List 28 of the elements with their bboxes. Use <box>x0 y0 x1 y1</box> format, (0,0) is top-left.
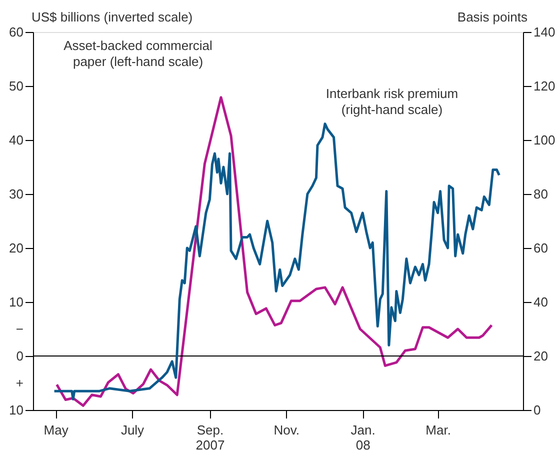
y-tick-label: 60 <box>9 24 24 40</box>
x-tick-label: Jan. 08 <box>350 422 376 450</box>
x-tick-label: Sep. 2007 <box>196 422 225 450</box>
y2-tick-label: 120 <box>534 78 556 94</box>
series-label: Interbank risk premium (right-hand scale) <box>326 86 458 117</box>
y-tick-label: 30 <box>9 186 24 202</box>
y-tick-label: 0 <box>16 348 24 364</box>
y-tick-label: 50 <box>9 78 24 94</box>
y2-tick-label: 100 <box>534 132 556 148</box>
y-tick-label: 10 <box>9 294 24 310</box>
y2-tick-label: 140 <box>534 24 556 40</box>
y-tick-label: 20 <box>9 240 24 256</box>
y2-tick-label: 80 <box>534 186 548 202</box>
x-tick-label: Nov. <box>274 422 300 438</box>
y-tick-label: 10 <box>9 402 24 418</box>
y2-axis-title: Basis points <box>457 10 528 24</box>
y-tick-label: + <box>16 376 24 390</box>
y2-tick-label: 20 <box>534 348 548 364</box>
x-tick-label: Mar. <box>426 422 451 438</box>
y-axis-title: US$ billions (inverted scale) <box>32 10 193 24</box>
y-tick-label: − <box>16 322 24 336</box>
y2-tick-label: 40 <box>534 294 548 310</box>
y-tick-label: 40 <box>9 132 24 148</box>
y2-tick-label: 0 <box>534 402 541 418</box>
y2-tick-label: 60 <box>534 240 548 256</box>
x-tick-label: July <box>120 422 145 438</box>
text: Asset-backed commercial paper (left-hand scale) <box>64 38 213 69</box>
x-tick-label: May <box>44 422 69 438</box>
